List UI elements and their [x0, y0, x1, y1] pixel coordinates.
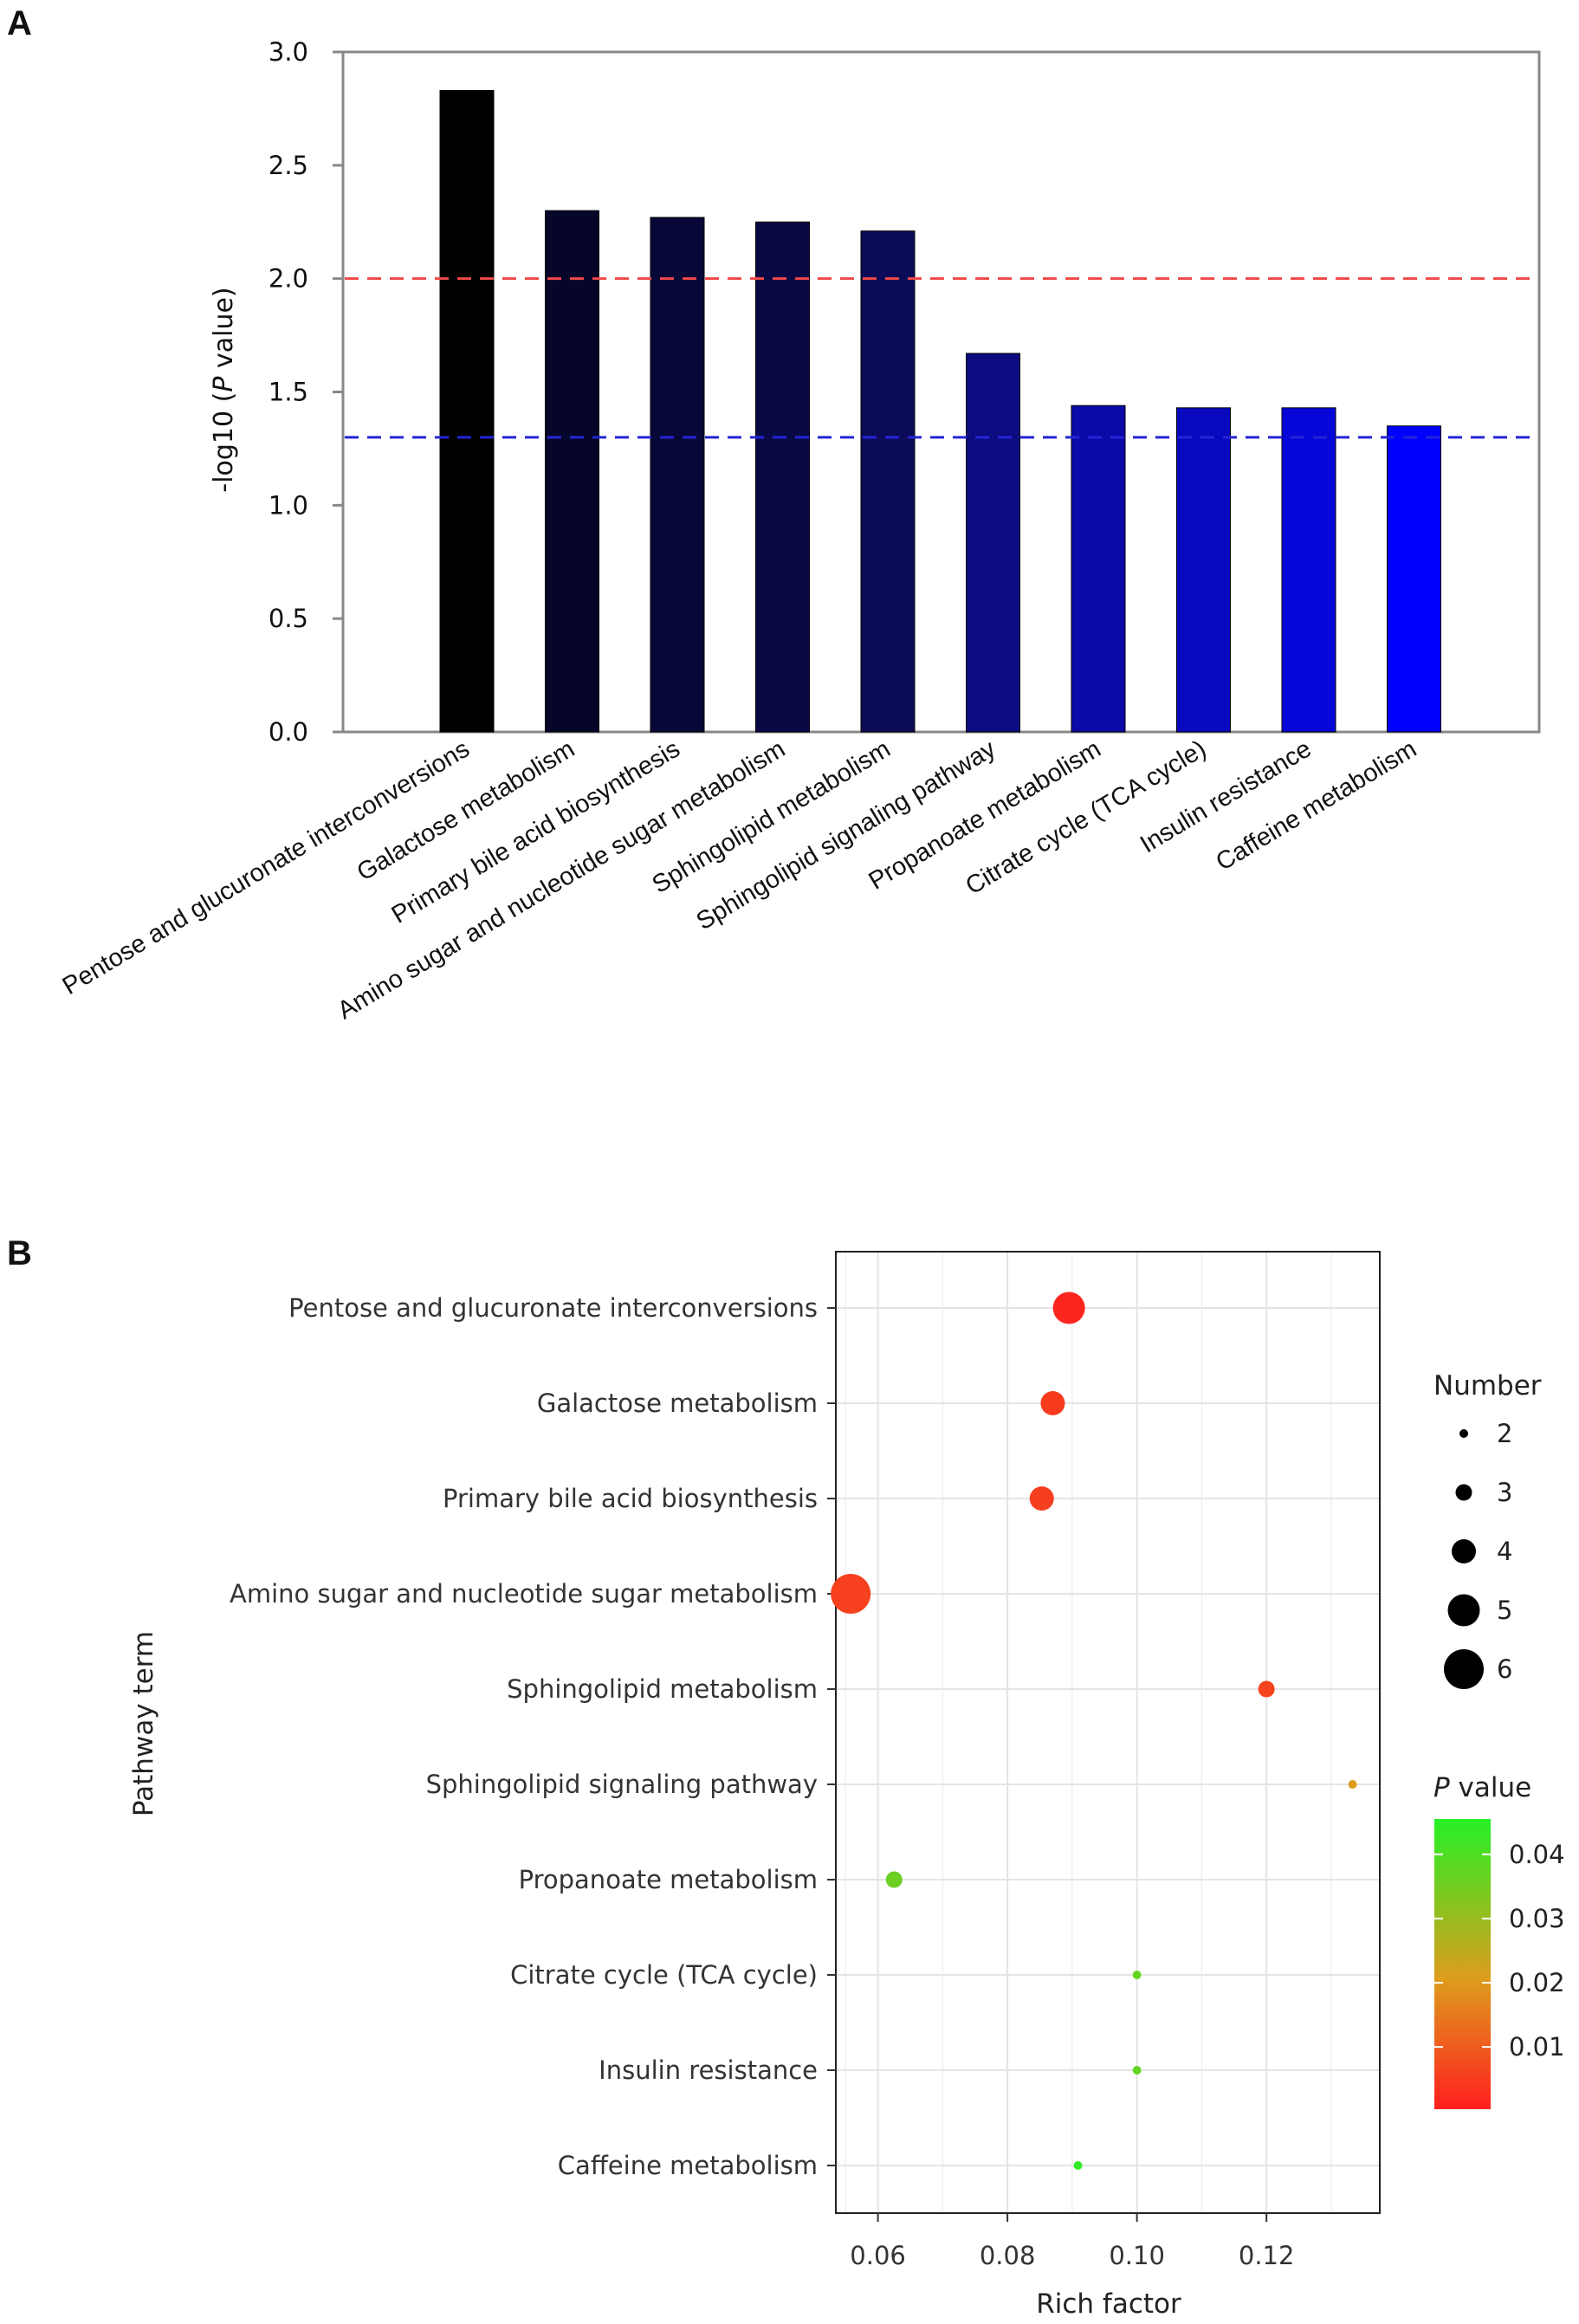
bar-chart-frame: [341, 50, 1541, 734]
y-tick-label-a: 3.0: [269, 37, 308, 67]
category-label-b: Sphingolipid signaling pathway: [426, 1770, 818, 1799]
y-axis-label-b: Pathway term: [128, 1631, 159, 1816]
size-legend-title: Number: [1433, 1370, 1542, 1402]
x-axis-ticks-b: 0.06 0.08 0.10 0.12: [850, 2213, 1294, 2270]
bar: [755, 221, 810, 733]
size-legend-dot: [1444, 1649, 1484, 1689]
color-legend-label: 0.01: [1509, 2032, 1565, 2062]
bubble-point: [1040, 1391, 1065, 1415]
bubble-point: [1348, 1780, 1357, 1789]
x-tick-label-b: 0.12: [1239, 2241, 1295, 2270]
bubble-point: [1052, 1291, 1085, 1324]
panel-b-letter: B: [7, 1234, 32, 1272]
color-legend-label: 0.02: [1509, 1968, 1565, 1997]
size-legend-label: 4: [1497, 1537, 1512, 1566]
y-tick-label-a: 2.5: [269, 151, 308, 180]
grid-b: [836, 1252, 1380, 2213]
category-label-b: Galactose metabolism: [537, 1389, 818, 1418]
bubble-plot-frame: [835, 1251, 1381, 2214]
x-tick-label-b: 0.08: [980, 2241, 1036, 2270]
bubble-chart-b: Pentose and glucuronate interconversions…: [128, 1251, 1565, 2320]
y-axis-ticks-a: 0.0 0.5 1.0 1.5 2.0 2.5 3.0: [269, 37, 343, 747]
size-legend-label: 6: [1497, 1654, 1512, 1684]
bar: [860, 230, 916, 733]
bar: [650, 217, 705, 733]
bubble-point: [1029, 1486, 1054, 1511]
panel-a-letter: A: [7, 4, 32, 42]
size-legend-label: 3: [1497, 1478, 1512, 1507]
size-legend-dot: [1452, 1539, 1476, 1563]
category-label-b: Pentose and glucuronate interconversions: [288, 1293, 818, 1323]
category-label-b: Sphingolipid metabolism: [507, 1674, 818, 1704]
color-legend: P value 0.04 0.03 0.02 0.01: [1433, 1772, 1565, 2109]
category-label-a: Insulin resistance: [1136, 735, 1317, 859]
size-legend-label: 2: [1497, 1419, 1512, 1448]
bars-a: [439, 89, 1441, 733]
bubble-point: [1132, 1971, 1142, 1979]
y-tick-label-a: 0.5: [269, 604, 308, 633]
bubble-point: [1073, 2161, 1083, 2170]
bar: [1281, 407, 1336, 733]
x-tick-label-b: 0.10: [1109, 2241, 1165, 2270]
x-tick-label-b: 0.06: [850, 2241, 906, 2270]
bar: [1176, 407, 1231, 733]
category-label-b: Propanoate metabolism: [519, 1865, 818, 1894]
category-label-b: Amino sugar and nucleotide sugar metabol…: [230, 1579, 818, 1609]
category-label-a: Caffeine metabolism: [1211, 735, 1421, 877]
color-legend-label: 0.03: [1509, 1904, 1565, 1933]
bar: [966, 353, 1020, 733]
category-label-b: Primary bile acid biosynthesis: [443, 1484, 818, 1513]
y-tick-label-a: 2.0: [269, 264, 308, 294]
bubble-point: [1258, 1680, 1275, 1698]
category-labels-a: Pentose and glucuronate interconversions…: [58, 735, 1421, 1025]
color-legend-title: P value: [1433, 1772, 1531, 1803]
size-legend: Number 2 3 4 5 6: [1433, 1370, 1542, 1689]
reference-lines-a: [345, 277, 1537, 439]
bar: [439, 89, 495, 733]
size-legend-dot: [1447, 1594, 1480, 1627]
color-legend-bar: [1434, 1819, 1491, 2109]
y-tick-label-a: 1.0: [269, 490, 308, 520]
size-legend-dot: [1455, 1484, 1472, 1501]
size-legend-dot: [1459, 1429, 1468, 1438]
bar-chart-a: 0.0 0.5 1.0 1.5 2.0 2.5 3.0 Pentose and glucur…: [58, 37, 1541, 1025]
category-label-b: Insulin resistance: [599, 2055, 818, 2085]
y-tick-label-a: 0.0: [269, 717, 308, 747]
y-axis-label-a: -log10 (P value): [209, 287, 239, 492]
bar: [1387, 425, 1441, 733]
bar: [1071, 405, 1126, 733]
color-legend-label: 0.04: [1509, 1840, 1565, 1869]
category-labels-b: Pentose and glucuronate interconversions…: [230, 1293, 836, 2180]
y-tick-label-a: 1.5: [269, 378, 308, 407]
bar: [545, 210, 599, 733]
category-label-b: Citrate cycle (TCA cycle): [510, 1960, 818, 1990]
x-axis-label-b: Rich factor: [1036, 2288, 1181, 2320]
size-legend-label: 5: [1497, 1596, 1512, 1625]
bubble-point: [1132, 2066, 1142, 2075]
bubble-point: [885, 1871, 903, 1888]
category-label-b: Caffeine metabolism: [558, 2151, 818, 2180]
points-b: [831, 1291, 1357, 2170]
bubble-point: [831, 1574, 871, 1614]
